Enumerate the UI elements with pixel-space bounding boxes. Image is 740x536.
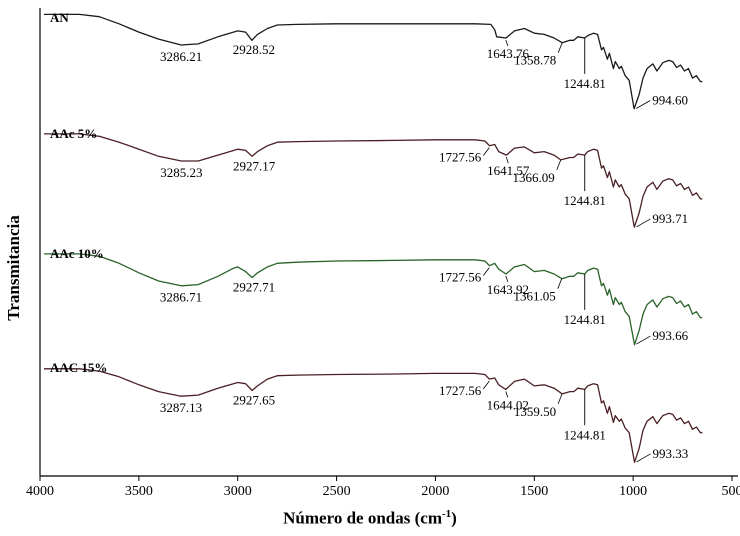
peak-label: 2927.65 bbox=[233, 392, 275, 407]
series-layer bbox=[44, 13, 703, 463]
x-tick-label: 2000 bbox=[421, 484, 449, 499]
peak-annotation: 1358.78 bbox=[514, 42, 563, 68]
peak-label: 993.71 bbox=[652, 211, 688, 226]
x-tick-label: 4000 bbox=[26, 484, 54, 499]
peak-annotation: 993.33 bbox=[636, 446, 688, 463]
peak-annotation: 3285.23 bbox=[160, 165, 202, 180]
x-axis-ticks: 4000 3500 3000 2500 2000 1500 1000 500 bbox=[26, 476, 740, 499]
peak-label: 3286.21 bbox=[160, 49, 202, 64]
x-tick-label: 2500 bbox=[323, 484, 351, 499]
peak-annotation: 1366.09 bbox=[513, 159, 562, 185]
peak-label: 993.66 bbox=[652, 328, 688, 343]
peak-annotation: 1359.50 bbox=[514, 393, 563, 419]
peak-label: 2927.17 bbox=[233, 158, 276, 173]
peak-label: 1643.76 bbox=[487, 46, 530, 61]
peak-annotation: 1244.81 bbox=[564, 37, 606, 91]
peak-label: 3287.13 bbox=[160, 400, 202, 415]
peak-annotation: 1244.81 bbox=[564, 155, 606, 208]
series-label-3: AAc 10% bbox=[50, 246, 104, 261]
peak-label: 1727.56 bbox=[439, 270, 482, 285]
peak-label: 1244.81 bbox=[564, 76, 606, 91]
peak-label: 1358.78 bbox=[514, 53, 556, 68]
spectrum-line-1 bbox=[44, 13, 703, 110]
y-axis-label: Transmitancia bbox=[4, 215, 23, 321]
peak-label: 993.33 bbox=[652, 446, 688, 461]
peak-annotation: 1244.81 bbox=[564, 389, 606, 442]
peak-annotation: 1727.56 bbox=[439, 380, 490, 398]
peak-annotation: 1244.81 bbox=[564, 273, 606, 327]
series-label-2: AAc 5% bbox=[50, 126, 97, 141]
peak-annotation: 993.66 bbox=[636, 328, 689, 345]
x-tick-label: 1000 bbox=[619, 484, 647, 499]
spectrum-line-3 bbox=[44, 253, 703, 346]
peak-annotation: 1727.56 bbox=[439, 267, 490, 285]
peak-label: 1361.05 bbox=[514, 289, 556, 304]
peak-label: 1727.56 bbox=[439, 383, 482, 398]
peak-label: 2927.71 bbox=[233, 279, 275, 294]
peak-label: 994.60 bbox=[652, 93, 688, 108]
peak-annotation: 1644.02 bbox=[487, 391, 529, 412]
peak-label: 2928.52 bbox=[233, 42, 275, 57]
x-axis-label-main: Número de ondas (cm bbox=[283, 508, 442, 528]
peak-label: 1359.50 bbox=[514, 404, 556, 419]
x-axis-label-sup: -1 bbox=[441, 508, 452, 520]
peak-annotation: 2928.52 bbox=[233, 42, 275, 57]
peak-annotation: 2927.17 bbox=[233, 158, 276, 173]
x-axis-label-close: ) bbox=[451, 508, 457, 528]
peak-label: 1727.56 bbox=[439, 150, 482, 165]
peak-label: 1244.81 bbox=[564, 312, 606, 327]
peak-annotation: 1641.57 bbox=[487, 156, 530, 178]
x-tick-label: 3000 bbox=[224, 484, 252, 499]
x-tick-label: 1500 bbox=[520, 484, 548, 499]
peak-label: 3286.71 bbox=[160, 290, 202, 305]
peak-label: 1244.81 bbox=[564, 193, 606, 208]
series-label-1: AN bbox=[50, 10, 69, 25]
peak-label: 1366.09 bbox=[513, 170, 555, 185]
peak-label: 1644.02 bbox=[487, 397, 529, 412]
x-tick-label: 500 bbox=[722, 484, 740, 499]
peak-annotation: 2927.71 bbox=[233, 279, 275, 294]
peak-annotation: 994.60 bbox=[636, 93, 688, 109]
peak-annotation: 3287.13 bbox=[160, 400, 202, 415]
peak-annotation: 993.71 bbox=[636, 211, 688, 228]
plot-frame bbox=[39, 8, 738, 477]
peak-annotation: 1727.56 bbox=[439, 147, 490, 165]
spectrum-line-2 bbox=[44, 133, 703, 228]
peak-label: 1641.57 bbox=[487, 163, 530, 178]
series-label-4: AAC 15% bbox=[50, 360, 107, 375]
peak-annotation: 1361.05 bbox=[514, 278, 563, 304]
peak-annotation: 3286.71 bbox=[160, 290, 202, 305]
peak-label: 1244.81 bbox=[564, 427, 606, 442]
peak-label: 1643.92 bbox=[487, 282, 529, 297]
peak-label: 3285.23 bbox=[160, 165, 202, 180]
peak-annotation: 1643.92 bbox=[487, 275, 529, 297]
x-tick-label: 3500 bbox=[125, 484, 153, 499]
x-axis-label: Número de ondas (cm-1) bbox=[0, 508, 740, 529]
peak-annotation: 2927.65 bbox=[233, 392, 275, 407]
y-axis-label-wrap: Transmitancia bbox=[0, 0, 28, 536]
spectrum-line-4 bbox=[44, 368, 703, 463]
peak-annotation: 3286.21 bbox=[160, 49, 202, 64]
peak-annotation: 1643.76 bbox=[487, 39, 530, 61]
